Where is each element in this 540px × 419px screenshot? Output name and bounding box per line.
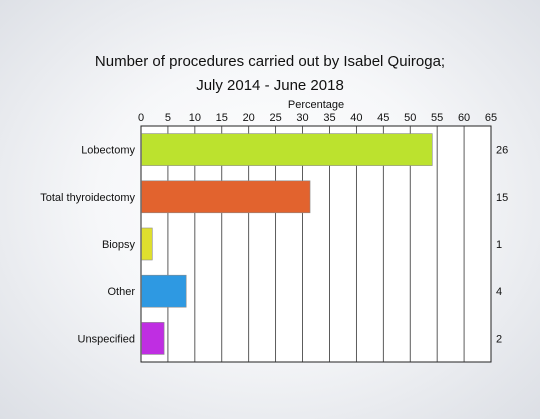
category-label: Unspecified: [78, 333, 135, 345]
x-tick-label: 40: [350, 112, 362, 124]
x-tick-label: 20: [243, 112, 255, 124]
x-tick-label: 10: [189, 112, 201, 124]
bar-unspecified: [141, 322, 165, 355]
count-label: 26: [496, 145, 508, 157]
x-tick-label: 65: [485, 112, 497, 124]
bar-biopsy: [141, 227, 153, 261]
x-tick-label: 25: [269, 112, 281, 124]
bar-other: [141, 274, 187, 308]
x-tick-label: 45: [377, 112, 389, 124]
count-label: 4: [496, 286, 502, 298]
count-label: 15: [496, 192, 508, 204]
category-label: Biopsy: [102, 239, 136, 251]
x-axis-title: Percentage: [288, 99, 344, 111]
count-labels: 26 15 1 4 2: [496, 145, 508, 346]
chart-title-line-1: Number of procedures carried out by Isab…: [95, 53, 445, 70]
category-label: Lobectomy: [81, 145, 135, 157]
chart-title-line-2: July 2014 - June 2018: [196, 77, 344, 94]
bar-lobectomy: [141, 133, 433, 166]
bar-total-thyroidectomy: [141, 180, 311, 214]
x-tick-label: 55: [431, 112, 443, 124]
count-label: 1: [496, 239, 502, 251]
category-labels: Lobectomy Total thyroidectomy Biopsy Other U…: [40, 145, 135, 346]
x-tick-label: 30: [296, 112, 308, 124]
category-label: Other: [107, 286, 135, 298]
category-label: Total thyroidectomy: [40, 192, 135, 204]
x-tick-label: 0: [138, 112, 144, 124]
x-tick-label: 15: [216, 112, 228, 124]
x-tick-label: 35: [323, 112, 335, 124]
x-tick-label: 60: [458, 112, 470, 124]
x-tick-label: 5: [165, 112, 171, 124]
count-label: 2: [496, 333, 502, 345]
x-tick-label: 50: [404, 112, 416, 124]
bars: [141, 133, 433, 355]
x-axis-ticks: 0 5 10 15 20 25 30 35 40 45 50 55 60 65: [138, 112, 497, 124]
